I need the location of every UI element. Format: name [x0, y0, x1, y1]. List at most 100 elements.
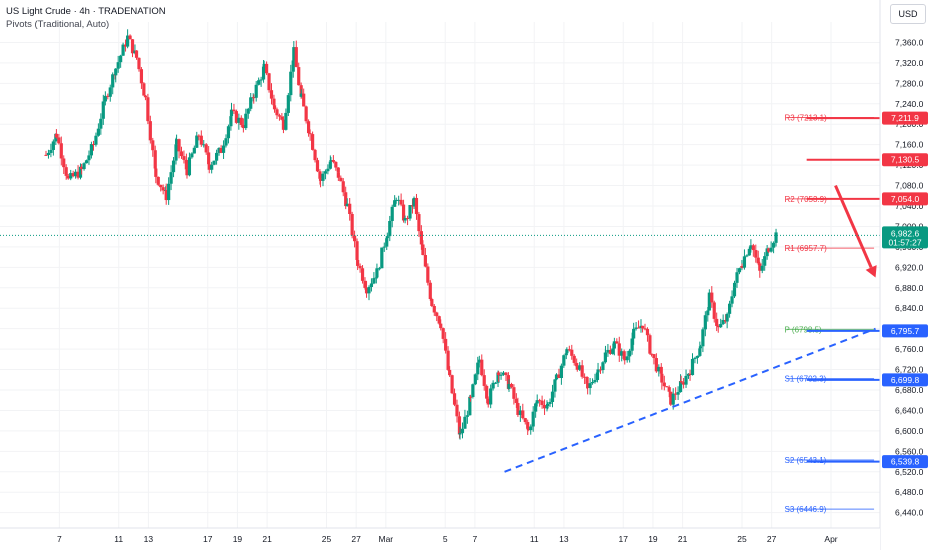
candle-body [636, 327, 641, 329]
x-tick-label: 27 [767, 534, 777, 544]
candle-body [457, 416, 462, 435]
symbol-title[interactable]: US Light Crude · 4h · TRADENATION [6, 6, 166, 17]
candle-body [261, 66, 266, 80]
candle-body [426, 266, 430, 283]
candle-body [57, 137, 61, 144]
indicator-label[interactable]: Pivots (Traditional, Auto) [6, 19, 110, 30]
candle-body [518, 410, 522, 415]
candle-body [595, 372, 600, 381]
candle-body [710, 292, 714, 303]
candle-body [275, 109, 279, 116]
candle-body [421, 244, 425, 256]
x-tick-label: Mar [379, 534, 394, 544]
candle-body [356, 259, 360, 266]
horizontal-levels [806, 117, 880, 463]
candle-body [585, 377, 589, 384]
candle-body [419, 231, 423, 245]
candle-body [234, 111, 238, 123]
pivot-label-s3: S3 (6446.9) [785, 505, 827, 514]
candle-body [523, 418, 527, 423]
currency-button[interactable]: USD [890, 4, 926, 24]
candle-body [408, 205, 412, 219]
y-tick-label: 6,600.0 [895, 426, 924, 436]
candle-body [507, 383, 511, 389]
candle-body [297, 67, 301, 86]
candle-body [246, 108, 250, 114]
candle-body [313, 149, 317, 161]
candle-body [437, 316, 441, 324]
level-price-tag [882, 373, 928, 387]
level-price-label: 6,795.7 [891, 326, 920, 336]
candle-body [645, 328, 650, 336]
candle-body [311, 134, 315, 150]
candle-body [553, 379, 557, 392]
candle-body [771, 242, 776, 248]
candle-body [291, 60, 295, 72]
candle-body [259, 79, 263, 81]
candle-body [721, 319, 725, 325]
candle-body [277, 115, 282, 117]
candle-body [192, 147, 196, 154]
candle-body [101, 101, 105, 119]
candle-body [394, 199, 398, 201]
x-tick-label: 11 [114, 534, 123, 544]
y-tick-label: 6,640.0 [895, 405, 924, 415]
trendline[interactable] [504, 327, 876, 473]
candle-body [751, 245, 755, 251]
candle-body [471, 384, 475, 398]
candle-body [232, 109, 236, 112]
candle-body [706, 310, 710, 316]
candle-body [601, 362, 605, 371]
candle-body [690, 358, 695, 376]
candle-body [341, 181, 345, 193]
candle-body [403, 217, 407, 221]
candle-body [210, 164, 214, 170]
candle-body [448, 369, 452, 376]
candle-body [545, 406, 549, 409]
candle-body [399, 199, 403, 205]
candle-body [716, 325, 720, 328]
candle-body [46, 152, 51, 155]
candle-body [207, 164, 211, 170]
candle-body [204, 144, 208, 153]
candle-body [669, 391, 673, 405]
price-axis[interactable]: 7,360.07,320.07,280.07,240.07,200.07,160… [879, 0, 932, 550]
x-tick-label: 19 [648, 534, 658, 544]
bearish-arrow[interactable] [834, 184, 877, 278]
candle-body [712, 302, 716, 319]
candle-body [388, 220, 392, 237]
y-tick-label: 7,360.0 [895, 37, 924, 47]
candle-body [264, 63, 269, 74]
candle-body [565, 349, 569, 354]
time-axis[interactable]: 7 11 13 17 19 21 25 27 Mar 5 7 11 13 17 19 21 25 27 Apr [0, 527, 880, 550]
candle-body [620, 351, 624, 356]
candle-body [526, 422, 530, 429]
candle-body [567, 349, 571, 351]
candle-body [348, 203, 352, 215]
candle-body [249, 97, 253, 109]
arrow-shaft [834, 184, 873, 269]
y-tick-label: 6,920.0 [895, 262, 924, 272]
x-tick-label: 13 [559, 534, 569, 544]
candle-body [187, 157, 192, 176]
candle-body [119, 55, 123, 63]
candle-body [182, 156, 186, 160]
trendline-path [504, 327, 876, 473]
candle-body [548, 401, 552, 404]
y-tick-label: 6,520.0 [895, 467, 924, 477]
x-tick-label: 25 [737, 534, 747, 544]
candle-body [326, 168, 330, 172]
candle-body [444, 338, 448, 351]
candle-body [207, 152, 211, 165]
candle-body [219, 147, 223, 153]
candle-body [143, 95, 148, 98]
candle-body [441, 328, 445, 339]
candle-body [66, 175, 70, 179]
candle-body [538, 400, 542, 402]
candle-body [195, 135, 199, 148]
candle-body [64, 167, 68, 176]
candle-body [375, 268, 379, 278]
x-tick-label: Apr [824, 534, 837, 544]
candle-body [735, 272, 739, 283]
